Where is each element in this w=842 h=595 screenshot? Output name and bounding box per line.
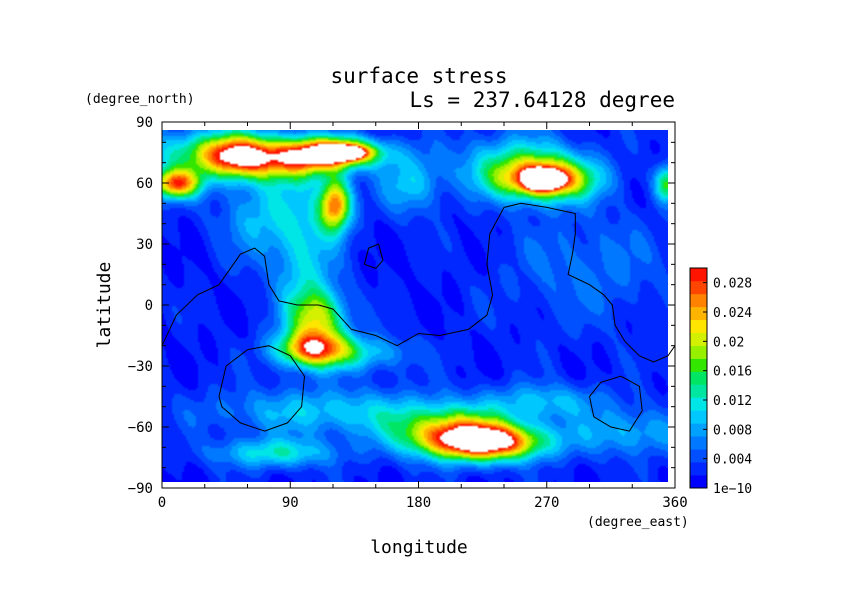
colorbar-swatch — [690, 293, 707, 308]
chart-subtitle: Ls = 237.64128 degree — [409, 88, 675, 112]
contour-line-0 — [161, 202, 676, 363]
x-tick-label: 180 — [406, 495, 431, 511]
coastline-contours — [161, 202, 676, 432]
colorbar-tick-label: 1e−10 — [713, 482, 752, 497]
colorbar-swatch — [690, 423, 707, 437]
x-tick-label: 0 — [158, 495, 166, 511]
y-tick-labels: 90 60 30 0 −30 −60 −90 — [128, 115, 153, 497]
y-tick-label: −90 — [128, 481, 153, 497]
colorbar-frame — [689, 267, 708, 489]
y-axis-unit: (degree_north) — [85, 92, 195, 107]
colorbar-swatch — [690, 280, 707, 295]
stress-field-heatmap — [162, 130, 668, 482]
colorbar-swatch — [690, 475, 707, 489]
colorbar-tick-label: 0.028 — [713, 277, 752, 292]
colorbar-swatch — [690, 332, 707, 346]
contour-line-1 — [363, 243, 384, 269]
colorbar-swatch — [690, 358, 707, 372]
colorbar-swatch — [690, 397, 707, 411]
colorbar-swatch — [690, 268, 707, 282]
colorbar-swatch — [690, 462, 707, 476]
plot-area — [161, 130, 676, 482]
axis-ticks — [161, 121, 676, 489]
x-axis-label: longitude — [370, 537, 468, 558]
y-tick-label: 30 — [136, 237, 153, 253]
y-tick-label: 0 — [145, 298, 153, 314]
colorbar-swatch — [690, 319, 707, 333]
y-axis-label: latitude — [94, 262, 115, 349]
contour-line-3 — [589, 375, 643, 432]
colorbar-tick-label: 0.012 — [713, 394, 752, 409]
x-tick-label: 360 — [662, 495, 687, 511]
colorbar-tick-label: 0.024 — [713, 306, 752, 321]
colorbar-swatch — [690, 384, 707, 398]
x-tick-labels: 0 90 180 270 360 — [158, 495, 688, 511]
x-axis-unit: (degree_east) — [587, 515, 689, 530]
chart-title: surface stress — [330, 64, 507, 88]
y-tick-label: 90 — [136, 115, 153, 131]
colorbar-swatch — [690, 449, 707, 463]
colorbar-tick-label: 0.02 — [713, 335, 744, 350]
colorbar-tick-label: 0.016 — [713, 365, 752, 380]
colorbar-swatch — [690, 436, 707, 450]
x-tick-label: 90 — [282, 495, 299, 511]
colorbar-tick-labels: 1e−10 0.004 0.008 0.012 0.016 0.02 0.024 0.028 — [703, 277, 752, 497]
colorbar — [690, 268, 707, 489]
x-tick-label: 270 — [534, 495, 559, 511]
colorbar-swatch — [690, 371, 707, 385]
y-tick-label: −30 — [128, 359, 153, 375]
colorbar-tick-label: 0.008 — [713, 423, 752, 438]
colorbar-swatch — [690, 345, 707, 359]
contour-line-2 — [218, 345, 306, 432]
y-tick-label: −60 — [128, 420, 153, 436]
colorbar-swatch — [690, 306, 707, 321]
colorbar-tick-label: 0.004 — [713, 453, 752, 468]
colorbar-swatch — [690, 410, 707, 424]
y-tick-label: 60 — [136, 176, 153, 192]
